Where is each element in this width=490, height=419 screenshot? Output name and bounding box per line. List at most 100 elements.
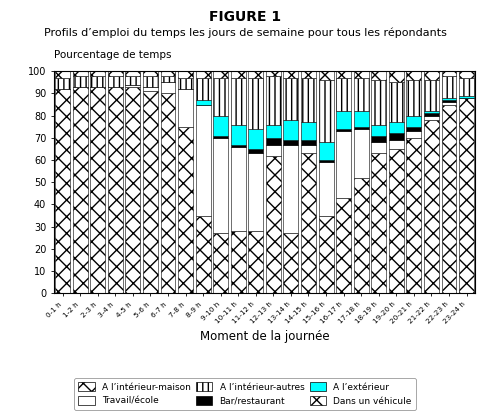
Bar xyxy=(108,87,123,293)
Bar xyxy=(459,98,474,293)
Bar xyxy=(424,114,439,116)
Bar xyxy=(213,136,228,138)
Bar xyxy=(301,71,316,78)
Bar xyxy=(90,76,105,87)
Bar xyxy=(213,233,228,293)
Bar xyxy=(371,136,386,142)
Bar xyxy=(441,100,456,102)
Bar xyxy=(266,138,281,145)
Bar xyxy=(266,71,281,76)
Text: Profils d’emploi du temps les jours de semaine pour tous les répondants: Profils d’emploi du temps les jours de s… xyxy=(44,27,446,38)
Bar xyxy=(424,71,439,80)
Bar xyxy=(284,71,298,78)
Bar xyxy=(354,178,368,293)
Bar xyxy=(161,76,175,82)
Bar xyxy=(55,89,70,293)
Bar xyxy=(55,78,70,89)
Bar xyxy=(213,78,228,116)
Bar xyxy=(371,153,386,293)
Bar xyxy=(406,116,421,127)
Bar xyxy=(55,71,70,78)
Bar xyxy=(143,87,158,91)
Bar xyxy=(389,82,404,122)
Bar xyxy=(301,140,316,145)
Bar xyxy=(336,78,351,111)
Bar xyxy=(424,116,439,120)
Bar xyxy=(389,122,404,133)
Bar xyxy=(143,71,158,76)
Bar xyxy=(441,76,456,98)
Text: Pourcentage de temps: Pourcentage de temps xyxy=(54,50,172,60)
Bar xyxy=(301,153,316,293)
Bar xyxy=(196,215,211,293)
Bar xyxy=(196,78,211,100)
Bar xyxy=(459,71,474,78)
Bar xyxy=(371,80,386,124)
Bar xyxy=(161,71,175,76)
Bar xyxy=(336,129,351,131)
Bar xyxy=(90,71,105,76)
Bar xyxy=(318,162,334,215)
Bar xyxy=(125,76,140,85)
Bar xyxy=(284,78,298,120)
Bar xyxy=(213,116,228,136)
Bar xyxy=(459,96,474,98)
Bar xyxy=(231,124,245,145)
Bar xyxy=(231,231,245,293)
Bar xyxy=(406,71,421,80)
Bar xyxy=(248,149,263,153)
Bar xyxy=(301,145,316,153)
Bar xyxy=(318,80,334,142)
Bar xyxy=(354,111,368,127)
Bar xyxy=(178,127,193,293)
Bar xyxy=(266,76,281,124)
Bar xyxy=(406,127,421,131)
Bar xyxy=(73,76,88,87)
Bar xyxy=(248,78,263,129)
Bar xyxy=(406,138,421,293)
Bar xyxy=(284,145,298,233)
Bar xyxy=(231,71,245,78)
Bar xyxy=(196,100,211,104)
Bar xyxy=(161,82,175,93)
Bar xyxy=(301,122,316,140)
Bar xyxy=(143,91,158,293)
Bar xyxy=(73,71,88,76)
X-axis label: Moment de la journée: Moment de la journée xyxy=(200,331,329,344)
Bar xyxy=(266,145,281,155)
Bar xyxy=(424,80,439,111)
Bar xyxy=(424,120,439,293)
Bar xyxy=(248,129,263,149)
Bar xyxy=(336,131,351,198)
Bar xyxy=(108,76,123,87)
Bar xyxy=(318,215,334,293)
Bar xyxy=(213,71,228,78)
Bar xyxy=(248,231,263,293)
Bar xyxy=(389,140,404,149)
Bar xyxy=(90,87,105,293)
Bar xyxy=(125,87,140,293)
Bar xyxy=(318,142,334,160)
Bar xyxy=(441,102,456,104)
Bar xyxy=(125,85,140,87)
Bar xyxy=(143,76,158,87)
Bar xyxy=(336,198,351,293)
Bar xyxy=(389,71,404,82)
Bar xyxy=(441,98,456,100)
Bar xyxy=(125,71,140,76)
Bar xyxy=(178,71,193,78)
Bar xyxy=(161,93,175,293)
Bar xyxy=(354,78,368,111)
Bar xyxy=(284,233,298,293)
Bar xyxy=(354,127,368,129)
Bar xyxy=(336,111,351,129)
Bar xyxy=(424,111,439,114)
Bar xyxy=(231,78,245,124)
Bar xyxy=(336,71,351,78)
Bar xyxy=(178,78,193,89)
Bar xyxy=(213,138,228,233)
Bar xyxy=(318,71,334,80)
Bar xyxy=(248,153,263,231)
Bar xyxy=(389,133,404,140)
Bar xyxy=(371,142,386,153)
